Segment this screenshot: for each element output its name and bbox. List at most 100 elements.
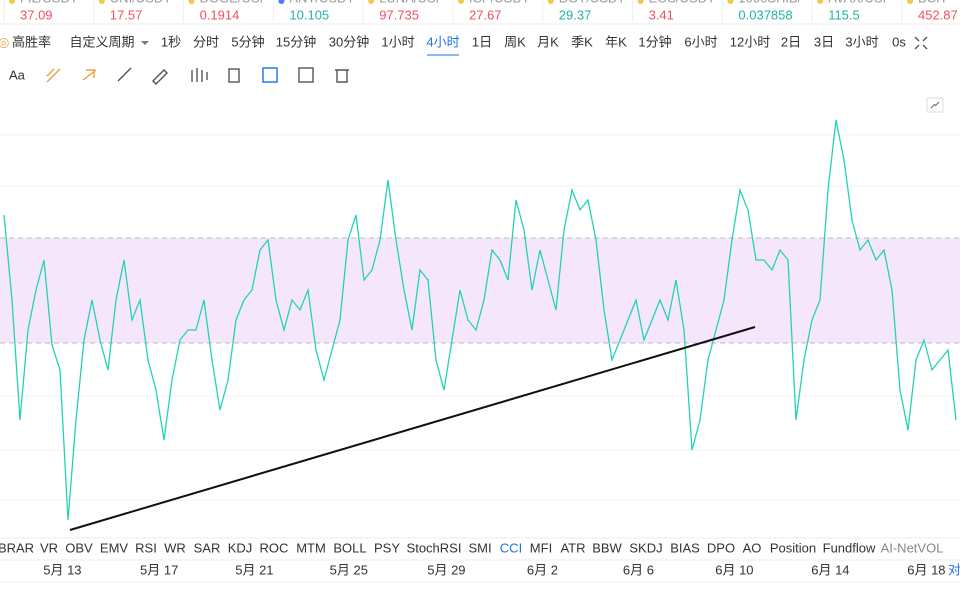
period-tab[interactable]: 周K	[504, 34, 526, 49]
ticker-name[interactable]: 1000SHIB/	[738, 0, 801, 5]
indicator-tab[interactable]: SKDJ	[629, 540, 662, 555]
indicator-tab[interactable]: BOLL	[333, 540, 366, 555]
ticker-price: 0.1914	[200, 7, 240, 22]
ticker-dot	[98, 0, 105, 4]
ticker-price: 29.37	[559, 7, 592, 22]
grid	[0, 134, 960, 501]
indicator-tab[interactable]: BIAS	[670, 540, 700, 555]
period-tab[interactable]: 1秒	[161, 34, 181, 49]
period-tab[interactable]: 6小时	[684, 34, 717, 49]
indicator-tab[interactable]: BRAR	[0, 540, 34, 555]
indicator-tab[interactable]: StochRSI	[407, 540, 462, 555]
ticker-name[interactable]: LUNA/USI	[379, 0, 439, 5]
indicator-tab[interactable]: CCI	[500, 540, 522, 555]
indicator-tab[interactable]: KDJ	[228, 540, 253, 555]
x-tick-label: 5月 13	[43, 562, 81, 577]
indicator-tab[interactable]: AO	[743, 540, 762, 555]
x-tick-label: 6月 10	[715, 562, 753, 577]
custom-period[interactable]: 自定义周期	[69, 34, 134, 49]
period-tab[interactable]: 0s	[892, 34, 906, 49]
x-tick-label: 5月 29	[427, 562, 465, 577]
ticker-name[interactable]: ICP/USDT	[469, 0, 530, 5]
indicator-tab[interactable]: RSI	[135, 540, 157, 555]
ticker-name[interactable]: DOT/USDT	[559, 0, 626, 5]
period-tab[interactable]: 1分钟	[638, 34, 671, 49]
period-tab[interactable]: 季K	[571, 34, 593, 49]
ticker-dot	[188, 0, 195, 4]
tool-icon[interactable]	[228, 68, 240, 83]
x-tick-label: 6月 2	[527, 562, 558, 577]
ticker-price: 3.41	[649, 7, 674, 22]
indicator-tab[interactable]: Fundflow	[823, 540, 876, 555]
tool-icon[interactable]	[335, 69, 349, 83]
x-suffix: 对	[948, 562, 960, 577]
period-tab[interactable]: 分时	[193, 34, 219, 49]
period-tab[interactable]: 3日	[814, 34, 834, 49]
indicator-tab[interactable]: PSY	[374, 540, 400, 555]
drawing-tools: Aa	[9, 67, 349, 85]
indicator-line	[3, 119, 957, 521]
indicator-tab[interactable]: ATR	[560, 540, 585, 555]
period-tab[interactable]: 12小时	[730, 34, 770, 49]
ticker-name[interactable]: FIL/USDT	[20, 0, 78, 5]
period-tab[interactable]: 30分钟	[329, 34, 369, 49]
period-tab[interactable]: 1小时	[381, 34, 414, 49]
ticker-name[interactable]: BCH	[918, 0, 945, 5]
band	[0, 238, 960, 343]
tool-icon[interactable]	[117, 67, 132, 82]
x-tick-label: 6月 18	[907, 562, 945, 577]
ticker-dot	[637, 0, 644, 4]
ticker-dot	[368, 0, 375, 4]
ticker-dot	[278, 0, 285, 4]
indicator-tab[interactable]: EMV	[100, 540, 129, 555]
indicator-tab[interactable]: WR	[164, 540, 186, 555]
ticker-dot	[547, 0, 554, 4]
ticker-dot	[458, 0, 464, 4]
period-tab[interactable]: 年K	[605, 34, 627, 49]
brand-label[interactable]: 高胜率	[12, 34, 51, 49]
tool-icon[interactable]	[191, 68, 208, 82]
ticker-dot	[727, 0, 734, 4]
indicator-tab[interactable]: ROC	[260, 540, 289, 555]
indicator-tab[interactable]: Position	[770, 540, 816, 555]
tool-icon[interactable]	[82, 69, 97, 81]
trend-line	[69, 326, 756, 531]
period-tab[interactable]: 5分钟	[231, 34, 264, 49]
period-tab[interactable]: 月K	[537, 34, 559, 49]
expand-icon[interactable]	[926, 97, 944, 113]
period-tab[interactable]: 1日	[472, 34, 492, 49]
ticker-dot	[9, 0, 15, 4]
text-tool[interactable]: Aa	[9, 67, 26, 82]
ticker-name[interactable]: DOGE/USI	[200, 0, 264, 5]
indicator-tab[interactable]: SAR	[194, 540, 221, 555]
indicator-tab[interactable]: AI-NetVOL	[881, 540, 944, 555]
period-tab[interactable]: 2日	[781, 34, 801, 49]
indicator-tab[interactable]: VR	[40, 540, 58, 555]
ticker-name[interactable]: UNI/USDT	[110, 0, 171, 5]
indicator-tab[interactable]: MFI	[530, 540, 552, 555]
tool-icon[interactable]	[262, 67, 278, 83]
caret	[141, 41, 149, 45]
tool-icon[interactable]	[298, 67, 314, 83]
indicator-tab[interactable]: OBV	[65, 540, 93, 555]
period-tab[interactable]: 3小时	[845, 34, 878, 49]
tool-icon[interactable]	[46, 68, 61, 83]
indicator-tab[interactable]: SMI	[468, 540, 491, 555]
indicator-tab[interactable]: BBW	[592, 540, 622, 555]
ticker-price: 37.09	[20, 7, 53, 22]
indicator-tab[interactable]: DPO	[707, 540, 735, 555]
x-tick-label: 5月 17	[140, 562, 178, 577]
tool-icon[interactable]	[152, 69, 168, 85]
x-tick-label: 5月 21	[235, 562, 273, 577]
x-tick-label: 6月 6	[623, 562, 654, 577]
ticker-price: 115.5	[828, 7, 860, 22]
ticker-name[interactable]: EOS/USDT	[649, 0, 716, 5]
period-tab[interactable]: 15分钟	[276, 34, 316, 49]
ticker-name[interactable]: ANT/USDT	[289, 0, 354, 5]
ticker-name[interactable]: AVAX/USI	[828, 0, 886, 5]
indicator-tab[interactable]: MTM	[296, 540, 326, 555]
period-tab[interactable]: 4小时	[426, 34, 459, 49]
ticker-price: 452.87	[918, 7, 958, 22]
fullscreen-icon[interactable]	[914, 36, 928, 50]
ticker-price: 27.67	[469, 7, 502, 22]
